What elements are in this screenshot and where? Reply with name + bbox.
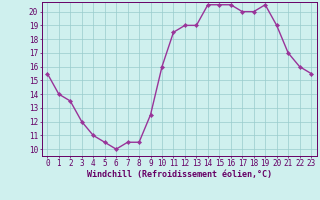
X-axis label: Windchill (Refroidissement éolien,°C): Windchill (Refroidissement éolien,°C) xyxy=(87,170,272,179)
